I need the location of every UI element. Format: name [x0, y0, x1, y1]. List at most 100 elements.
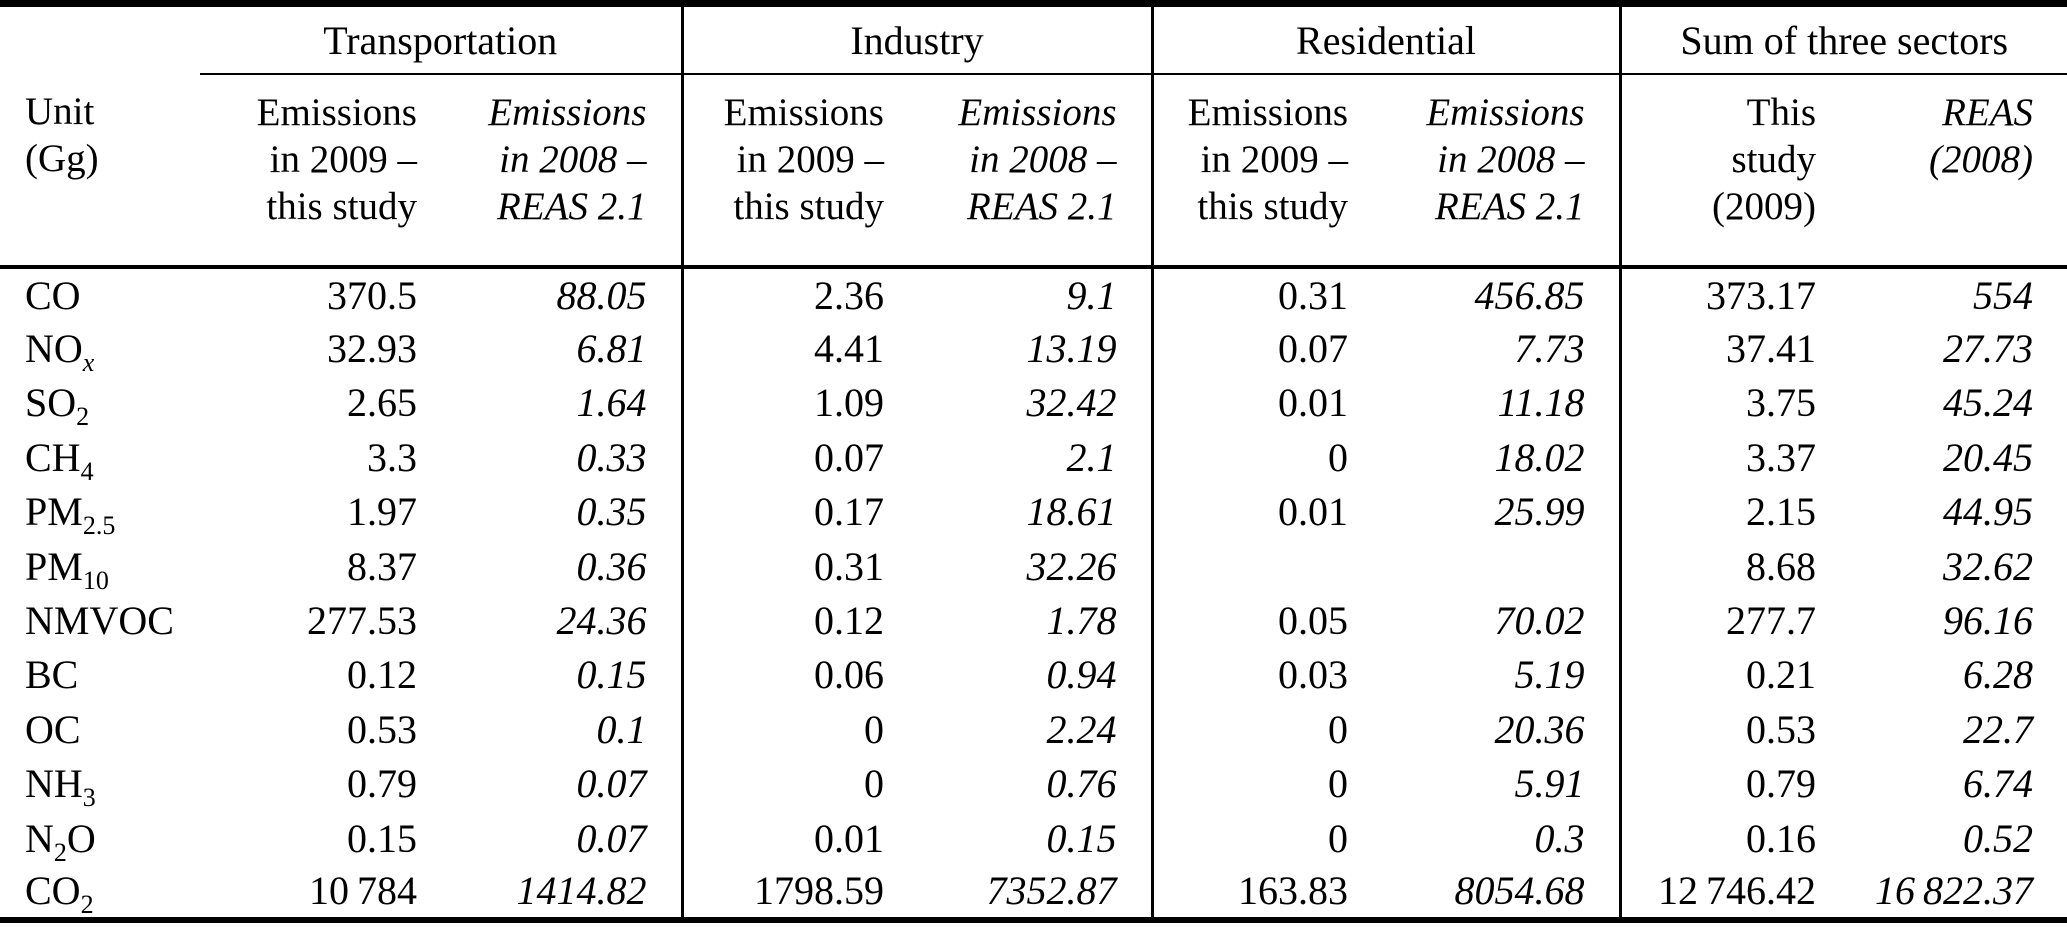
- cell-sum-reas: 16 822.37: [1875, 868, 2034, 914]
- cell-transportation-reas: 0.15: [576, 652, 647, 698]
- col-header-line: Emissions: [1187, 91, 1349, 134]
- cell-industry-this-study: 0.06: [680, 647, 892, 703]
- cell-transportation-this-study: 0.15: [347, 815, 417, 861]
- cell-residential-this-study: 0: [1150, 702, 1357, 757]
- cell-industry-this-study: 0: [680, 756, 892, 811]
- cell-sum-this-study: 12 746.42: [1618, 865, 1825, 920]
- col-header-line: in 2008 –: [499, 138, 647, 181]
- row-label: OC: [0, 702, 200, 756]
- cell-residential-this-study: 0: [1150, 430, 1357, 485]
- col-header-industry-this-study: Emissions in 2009 – this study: [680, 74, 892, 269]
- cell-industry-reas: 0.94: [1046, 652, 1117, 698]
- row-label-subscript: 4: [80, 456, 94, 486]
- sector-header-transportation: Transportation: [200, 3, 682, 75]
- cell-transportation-reas: 0.33: [576, 434, 647, 480]
- col-header-line: (2009): [1712, 185, 1817, 228]
- cell-industry-this-study: 1.09: [680, 375, 892, 431]
- unit-header-line: Unit: [25, 90, 95, 133]
- sector-header-industry: Industry: [680, 3, 1153, 75]
- cell-sum-this-study: 2.15: [1618, 484, 1825, 539]
- row-label-subscript: 2.5: [82, 511, 116, 541]
- col-header-line: this study: [733, 185, 884, 228]
- row-label-subscript: 2: [53, 837, 67, 867]
- cell-residential-this-study: 163.83: [1150, 865, 1357, 920]
- cell-industry-reas: 2.24: [1046, 706, 1117, 752]
- row-label: CO2: [0, 865, 200, 919]
- cell-industry-reas: 32.26: [1026, 543, 1117, 589]
- cell-industry-this-study: 0: [680, 702, 892, 757]
- row-label: BC: [0, 648, 200, 702]
- cell-industry-reas: 9.1: [1066, 272, 1117, 318]
- col-header-line: Emissions: [1426, 91, 1585, 134]
- table-row: CO2 10 784 1414.82 1798.59 7352.87 163.8…: [0, 865, 2067, 920]
- cell-industry-reas: 13.19: [1026, 326, 1117, 372]
- row-label-text: OC: [25, 706, 81, 752]
- cell-transportation-reas: 0.35: [576, 489, 647, 535]
- cell-residential-this-study: 0: [1150, 756, 1357, 811]
- cell-industry-reas: 7352.87: [986, 868, 1117, 914]
- cell-industry-reas: 2.1: [1066, 434, 1117, 480]
- cell-sum-reas: 22.7: [1963, 706, 2034, 752]
- cell-residential-this-study: [1150, 538, 1357, 594]
- cell-sum-this-study: 0.53: [1618, 702, 1825, 757]
- cell-sum-reas: 6.74: [1963, 761, 2034, 807]
- cell-sum-this-study: 0.21: [1618, 647, 1825, 703]
- unit-spacer-cell: [0, 4, 200, 75]
- cell-sum-reas: 27.73: [1943, 326, 2034, 372]
- cell-transportation-reas: 1.64: [576, 380, 647, 426]
- cell-sum-reas: 96.16: [1943, 598, 2034, 644]
- table-body: CO 370.5 88.05 2.36 9.1 0.31 456.85 373.…: [0, 267, 2067, 920]
- cell-transportation-this-study: 0.53: [347, 706, 417, 752]
- table-row: N2O 0.15 0.07 0.01 0.15 0 0.3 0.16 0.52: [0, 810, 2067, 867]
- sector-header-residential: Residential: [1150, 3, 1621, 75]
- col-header-line: in 2008 –: [1437, 138, 1585, 181]
- cell-sum-this-study: 0.16: [1618, 810, 1825, 866]
- col-header-line: Emissions: [256, 91, 417, 134]
- cell-industry-this-study: 0.17: [680, 484, 892, 539]
- col-header-line: REAS: [1942, 91, 2034, 134]
- cell-transportation-reas: 88.05: [556, 272, 647, 318]
- cell-transportation-this-study: 32.93: [327, 326, 417, 372]
- cell-sum-reas: 554: [1973, 272, 2034, 318]
- sector-header-row: Transportation Industry Residential Sum …: [0, 3, 2067, 75]
- cell-residential-reas: 70.02: [1494, 598, 1585, 644]
- row-label-subscript: 2: [76, 402, 90, 432]
- cell-residential-reas: [1356, 539, 1620, 593]
- col-header-line: Emissions: [723, 91, 884, 134]
- cell-transportation-this-study: 3.3: [367, 434, 417, 480]
- row-label-subscript: x: [82, 348, 95, 378]
- table-row: NH3 0.79 0.07 0 0.76 0 5.91 0.79 6.74: [0, 756, 2067, 811]
- col-header-line: in 2009 –: [269, 138, 417, 181]
- row-label-text: CO: [25, 272, 81, 318]
- cell-industry-this-study: 0.31: [680, 538, 892, 594]
- row-label-subscript: 2: [80, 890, 94, 920]
- table-row: SO2 2.65 1.64 1.09 32.42 0.01 11.18 3.75…: [0, 375, 2067, 431]
- col-header-line: This: [1746, 91, 1817, 134]
- cell-sum-reas: 45.24: [1943, 380, 2034, 426]
- row-label-text: CO: [25, 868, 81, 914]
- cell-transportation-this-study: 1.97: [347, 489, 417, 535]
- cell-transportation-reas: 0.07: [576, 815, 647, 861]
- col-header-line: study: [1731, 138, 1817, 181]
- col-header-line: this study: [266, 185, 417, 228]
- row-label: NMVOC: [0, 593, 200, 647]
- row-label: NOx: [0, 321, 200, 378]
- cell-transportation-this-study: 277.53: [307, 598, 417, 644]
- cell-industry-reas: 1.78: [1046, 598, 1117, 644]
- cell-industry-reas: 0.76: [1046, 761, 1117, 807]
- cell-residential-reas: 20.36: [1494, 706, 1585, 752]
- row-label: SO2: [0, 376, 200, 430]
- table-row: PM10 8.37 0.36 0.31 32.26 8.68 32.62: [0, 538, 2067, 594]
- cell-industry-reas: 32.42: [1026, 380, 1117, 426]
- cell-transportation-reas: 0.1: [596, 706, 647, 752]
- cell-residential-reas: 456.85: [1474, 272, 1585, 318]
- cell-residential-reas: 11.18: [1497, 380, 1585, 426]
- cell-sum-reas: 6.28: [1963, 652, 2034, 698]
- cell-residential-this-study: 0.31: [1150, 267, 1357, 322]
- row-label-text: CH: [25, 434, 81, 480]
- cell-transportation-reas: 1414.82: [516, 868, 647, 914]
- cell-transportation-this-study: 370.5: [327, 272, 417, 318]
- cell-residential-this-study: 0.05: [1150, 593, 1357, 648]
- cell-industry-this-study: 0.12: [680, 593, 892, 648]
- col-header-line: REAS 2.1: [497, 185, 647, 228]
